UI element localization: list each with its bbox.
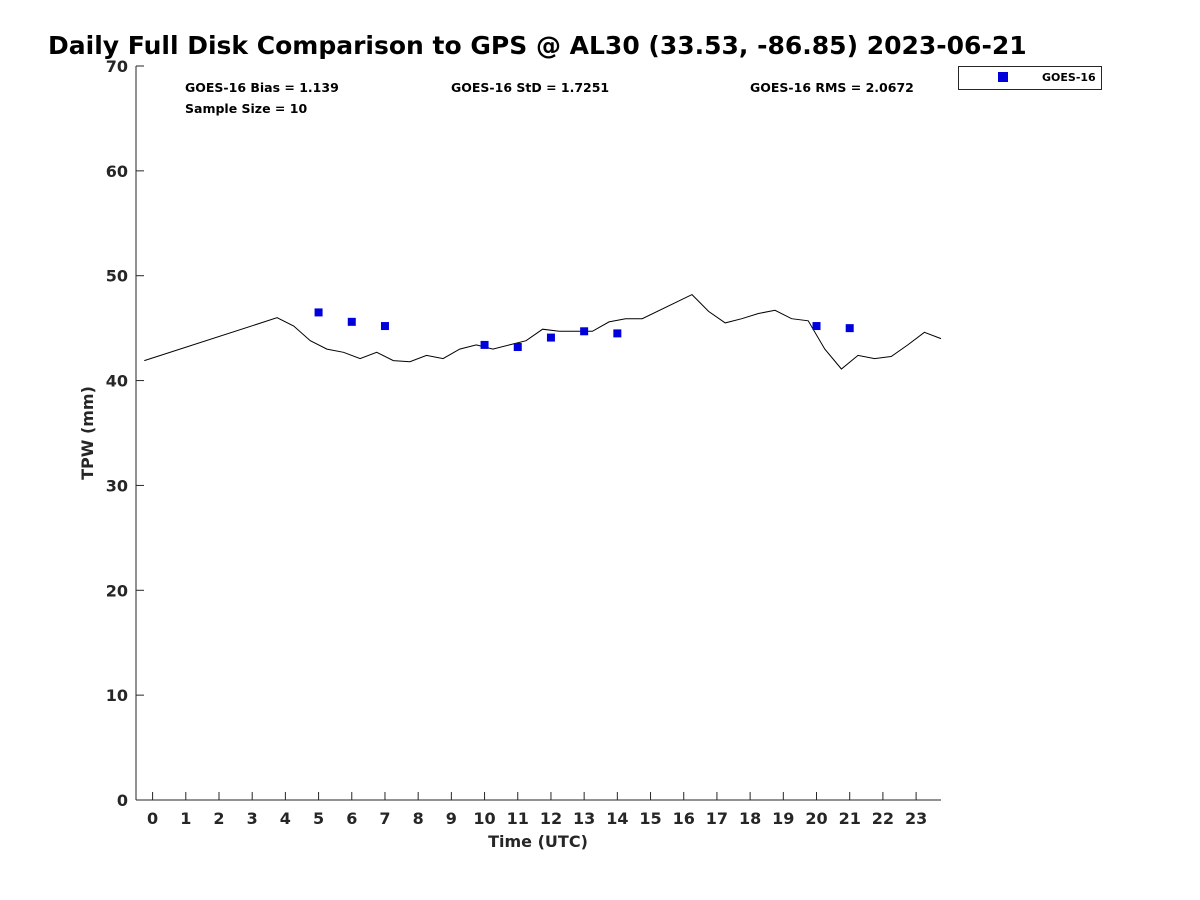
goes16-point: [613, 329, 622, 338]
y-tick-label: 60: [106, 162, 128, 181]
x-tick-label: 13: [573, 809, 595, 828]
x-tick-label: 19: [772, 809, 794, 828]
sample-size-stat: Sample Size = 10: [185, 101, 307, 116]
x-ticks: 0 1 2 3 4 5 6 7 8 9 10 11 12 13 14 15 16 17 18 19 20 21 22 23: [147, 792, 927, 828]
bias-stat: GOES-16 Bias = 1.139: [185, 80, 339, 95]
x-tick-label: 22: [872, 809, 894, 828]
gps-tpw-line: [144, 293, 942, 370]
std-stat: GOES-16 StD = 1.7251: [451, 80, 609, 95]
scatter-series-layer: [314, 308, 854, 352]
x-tick-label: 3: [247, 809, 258, 828]
x-tick-label: 7: [379, 809, 390, 828]
y-tick-label: 50: [106, 267, 128, 286]
x-tick-label: 11: [507, 809, 529, 828]
chart-title: Daily Full Disk Comparison to GPS @ AL30…: [48, 31, 1027, 60]
x-tick-label: 18: [739, 809, 761, 828]
x-tick-label: 23: [905, 809, 927, 828]
goes16-point: [480, 340, 489, 349]
y-tick-label: 20: [106, 581, 128, 600]
goes16-point: [845, 324, 854, 333]
x-tick-label: 17: [706, 809, 728, 828]
goes16-point: [580, 327, 589, 336]
x-tick-label: 4: [280, 809, 291, 828]
y-tick-label: 30: [106, 476, 128, 495]
legend-box: [958, 66, 1102, 90]
line-series-layer: [144, 293, 942, 370]
x-tick-label: 8: [413, 809, 424, 828]
x-tick-label: 2: [213, 809, 224, 828]
x-tick-label: 5: [313, 809, 324, 828]
y-tick-label: 40: [106, 372, 128, 391]
x-axis-label: Time (UTC): [488, 832, 588, 851]
x-tick-label: 12: [540, 809, 562, 828]
legend-square-marker-icon: [998, 72, 1008, 82]
x-tick-label: 0: [147, 809, 158, 828]
x-tick-label: 16: [673, 809, 695, 828]
legend-entry-goes16: GOES-16: [1042, 71, 1096, 84]
x-tick-label: 9: [446, 809, 457, 828]
plot-axes: [135, 66, 941, 801]
x-tick-label: 15: [639, 809, 661, 828]
x-tick-label: 1: [180, 809, 191, 828]
y-ticks: 0 10 20 30 40 50 60 70: [106, 57, 144, 810]
goes16-point: [314, 308, 323, 317]
y-tick-label: 0: [117, 791, 128, 810]
rms-stat: GOES-16 RMS = 2.0672: [750, 80, 914, 95]
legend: GOES-16: [958, 66, 1102, 90]
y-tick-label: 10: [106, 686, 128, 705]
goes16-point: [513, 343, 522, 352]
x-tick-label: 14: [606, 809, 628, 828]
x-tick-label: 6: [346, 809, 357, 828]
y-axis-label: TPW (mm): [78, 386, 97, 480]
goes16-point: [812, 322, 821, 331]
x-tick-label: 21: [839, 809, 861, 828]
x-tick-label: 10: [473, 809, 495, 828]
goes16-point: [347, 317, 356, 326]
y-tick-label: 70: [106, 57, 128, 76]
goes16-point: [546, 333, 555, 342]
x-tick-label: 20: [805, 809, 827, 828]
goes16-point: [380, 322, 389, 331]
